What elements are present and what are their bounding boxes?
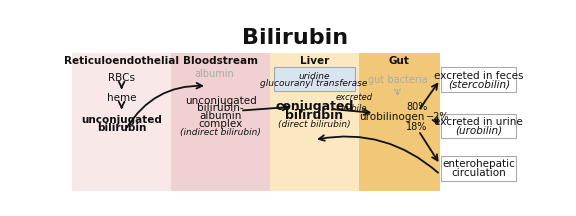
FancyBboxPatch shape — [274, 67, 355, 91]
Text: Gut: Gut — [389, 56, 410, 66]
Text: (indirect bilirubin): (indirect bilirubin) — [180, 128, 262, 137]
Text: bilirubin: bilirubin — [285, 109, 343, 122]
Text: conjugated: conjugated — [275, 100, 353, 113]
Text: excreted in feces: excreted in feces — [434, 71, 524, 81]
Bar — [359, 53, 440, 191]
FancyBboxPatch shape — [441, 156, 517, 181]
Text: Liver: Liver — [300, 56, 329, 66]
Bar — [270, 53, 359, 191]
Text: Reticuloendothelial: Reticuloendothelial — [64, 56, 179, 66]
Text: glucouranyl transferase: glucouranyl transferase — [260, 79, 368, 88]
Text: 80%: 80% — [406, 102, 427, 112]
Text: excreted
in bile: excreted in bile — [336, 93, 373, 113]
Text: (stercobilin): (stercobilin) — [448, 79, 510, 89]
Text: albumin: albumin — [200, 111, 242, 121]
Text: excreted in urine: excreted in urine — [434, 117, 523, 127]
FancyBboxPatch shape — [441, 67, 517, 92]
Text: unconjugated: unconjugated — [81, 115, 162, 125]
Text: uridine: uridine — [298, 72, 330, 81]
Text: bilirubin: bilirubin — [97, 122, 146, 133]
Text: 18%: 18% — [406, 122, 427, 132]
FancyBboxPatch shape — [441, 114, 517, 138]
Text: complex: complex — [199, 119, 243, 129]
Text: Bilirubin: Bilirubin — [242, 28, 348, 48]
Text: urobilinogen: urobilinogen — [359, 112, 425, 122]
Text: Bloodstream: Bloodstream — [183, 56, 258, 66]
Text: heme: heme — [107, 92, 137, 103]
Text: circulation: circulation — [452, 168, 506, 178]
Text: (urobilin): (urobilin) — [455, 125, 502, 135]
Text: albumin: albumin — [195, 69, 234, 79]
Text: RBCs: RBCs — [108, 73, 135, 83]
Text: unconjugated: unconjugated — [185, 96, 257, 106]
Text: gut bacteria: gut bacteria — [367, 75, 427, 85]
Text: (direct bilirubin): (direct bilirubin) — [278, 120, 351, 129]
Text: bilirubin-: bilirubin- — [198, 103, 244, 113]
Text: enterohepatic: enterohepatic — [442, 159, 516, 169]
Bar — [171, 53, 270, 191]
Bar — [72, 53, 171, 191]
Text: −2%: −2% — [426, 112, 450, 122]
